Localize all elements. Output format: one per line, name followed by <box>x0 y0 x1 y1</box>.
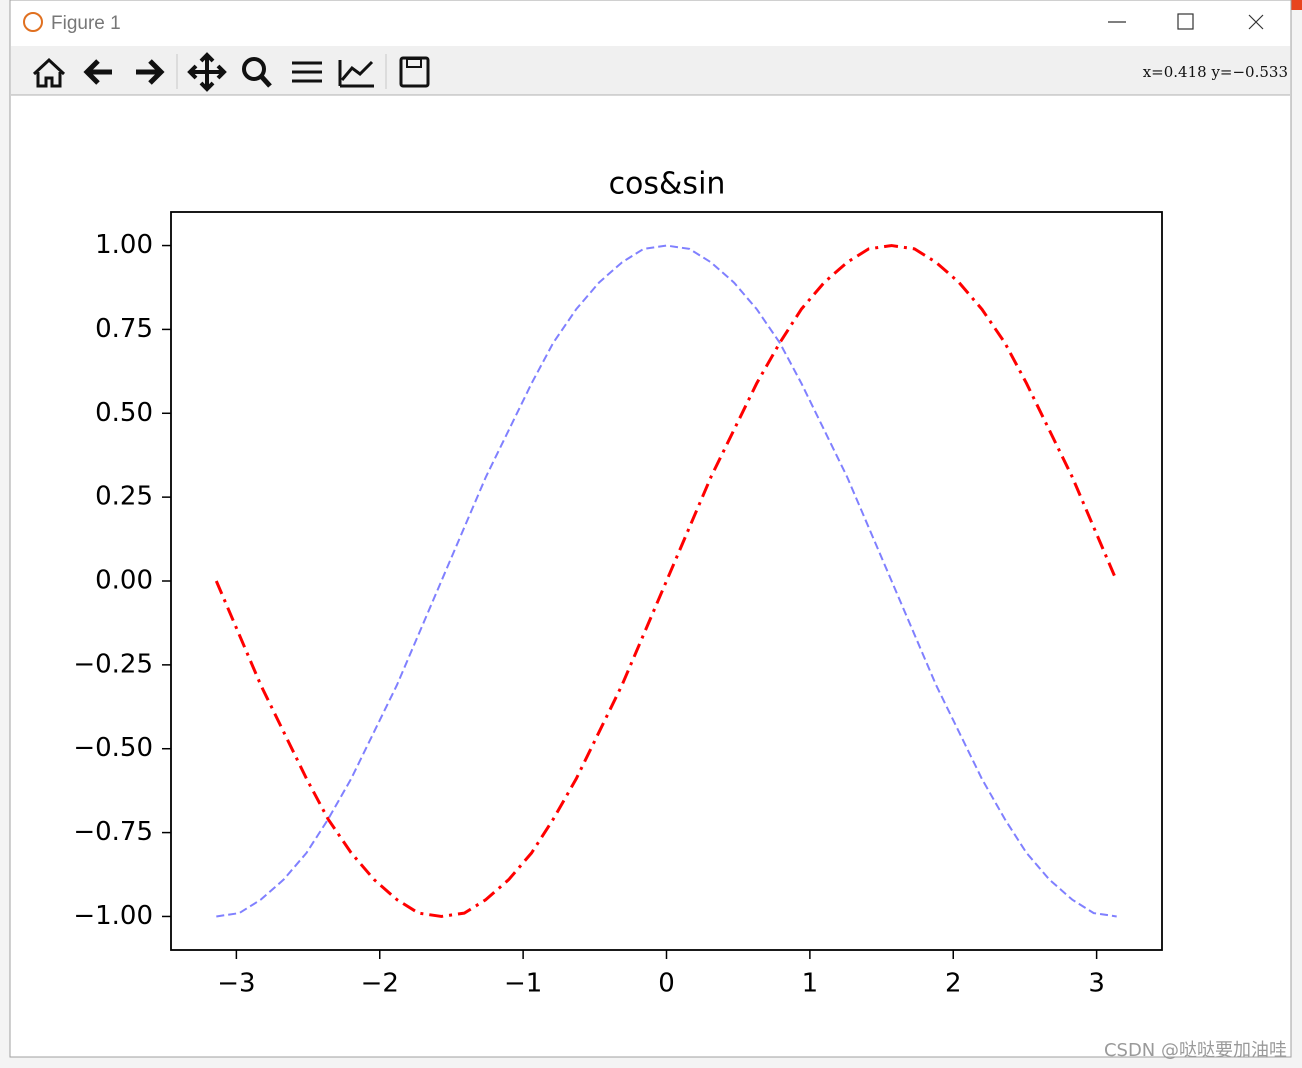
plot-frame <box>170 211 1163 951</box>
window-title: Figure 1 <box>51 13 121 34</box>
zoom-handle <box>259 74 272 88</box>
x-tick-label: 3 <box>1088 969 1105 999</box>
y-tick-label: −0.50 <box>73 733 153 763</box>
save-icon-part <box>406 58 422 68</box>
axes: cos&sin −1.00 −0.75 −0.50 −0.25 0.00 0.25 0.50… <box>73 167 1163 999</box>
configure-button[interactable] <box>292 61 322 83</box>
back-button[interactable] <box>83 59 112 85</box>
zoom-button[interactable] <box>242 57 266 81</box>
line-series <box>216 244 1117 918</box>
y-tick-label: 0.50 <box>95 398 153 428</box>
maximize-button[interactable] <box>1177 13 1194 30</box>
x-tick-label: −3 <box>217 969 255 999</box>
y-tick-label: 0.75 <box>95 314 153 344</box>
watermark: CSDN @哒哒要加油哇 <box>1104 1040 1287 1061</box>
pan-button[interactable] <box>187 52 227 92</box>
y-tick-label: −0.75 <box>73 817 153 847</box>
line-series <box>214 244 1119 918</box>
x-tick-label: 2 <box>945 969 962 999</box>
window <box>9 0 1292 1058</box>
x-tick-label: −2 <box>361 969 399 999</box>
edit-button[interactable] <box>338 60 374 88</box>
y-tick-label: 0.00 <box>95 566 153 596</box>
x-tick-label: 1 <box>802 969 819 999</box>
chart-title: cos&sin <box>609 167 726 202</box>
forward-button[interactable] <box>136 59 165 85</box>
app-icon <box>23 12 43 32</box>
y-tick-label: 1.00 <box>95 230 153 260</box>
x-tick-label: 0 <box>658 969 675 999</box>
home-button[interactable] <box>32 57 66 88</box>
toolbar-buttons <box>32 52 430 92</box>
title-bar: Figure 1 <box>23 12 1264 34</box>
x-tick-label: −1 <box>504 969 542 999</box>
y-tick-label: −1.00 <box>73 901 153 931</box>
y-tick-label: 0.25 <box>95 482 153 512</box>
y-tick-label: −0.25 <box>73 649 153 679</box>
close-button[interactable] <box>1248 14 1264 30</box>
cursor-coordinates: x=0.418 y=−0.533 <box>1143 63 1288 81</box>
